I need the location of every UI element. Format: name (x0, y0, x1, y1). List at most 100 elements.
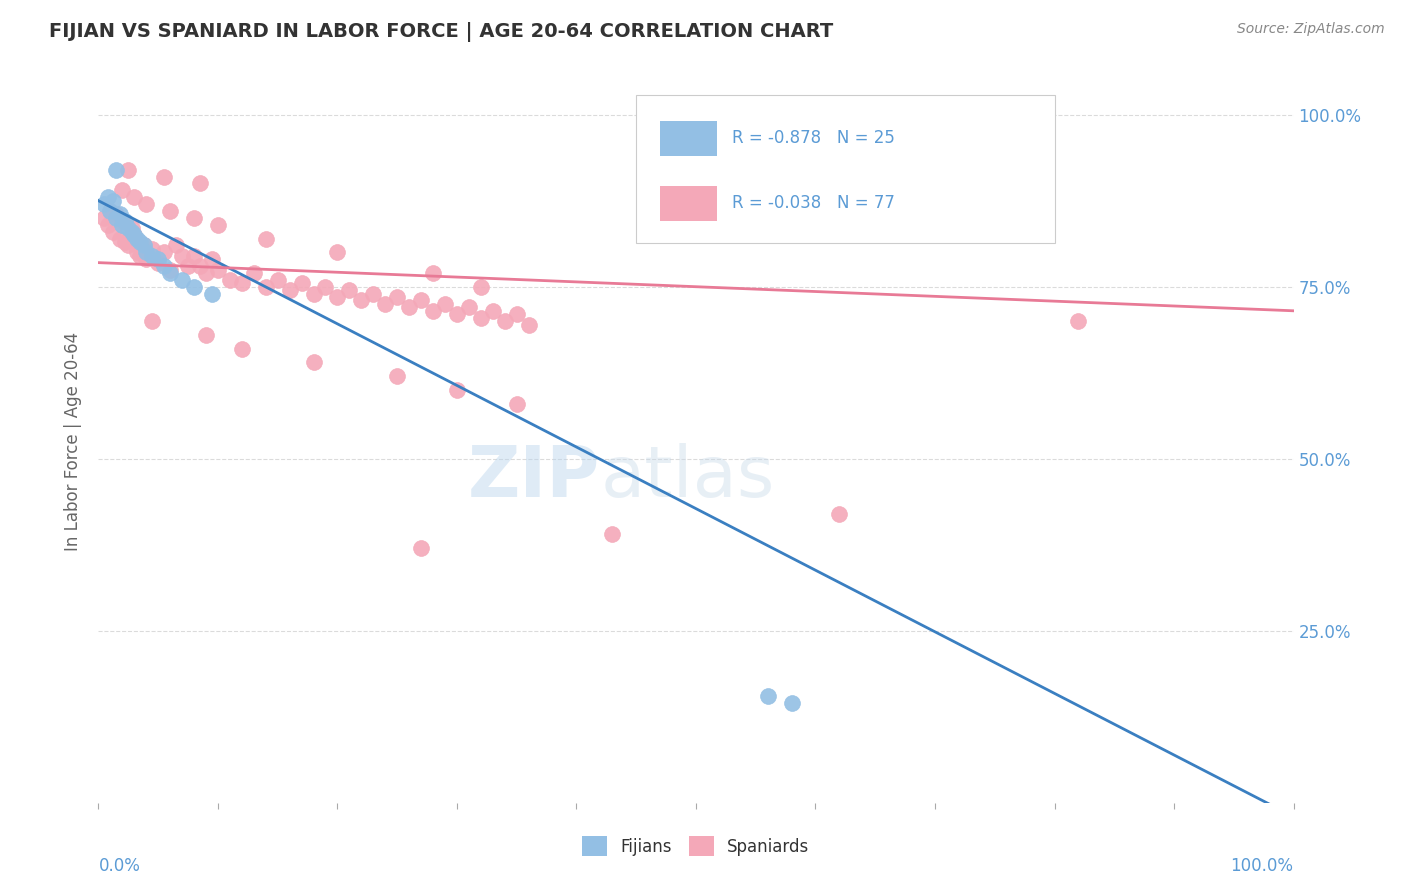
Point (195, 266, 218, 280)
Point (111, 214, 134, 228)
Point (828, 507, 851, 521)
Point (172, 249, 194, 263)
Point (98, 204, 122, 219)
Point (302, 286, 325, 301)
Point (183, 249, 205, 263)
Point (159, 204, 181, 219)
Point (422, 303, 444, 318)
Point (124, 228, 146, 243)
Point (517, 318, 540, 332)
Point (114, 235, 136, 249)
Point (108, 207, 131, 221)
Point (231, 277, 253, 291)
Point (97, 190, 120, 204)
Point (121, 221, 143, 235)
Point (188, 177, 211, 191)
Point (315, 279, 337, 293)
Point (350, 293, 373, 308)
Point (302, 355, 325, 369)
Point (153, 245, 176, 260)
Point (1067, 314, 1090, 328)
Point (101, 194, 124, 208)
Point (98, 204, 122, 219)
Point (153, 259, 176, 273)
Point (159, 262, 181, 277)
Text: Source: ZipAtlas.com: Source: ZipAtlas.com (1237, 22, 1385, 37)
Point (756, 689, 779, 703)
Point (117, 162, 139, 177)
Point (132, 238, 155, 252)
Point (183, 279, 205, 293)
Point (125, 245, 148, 260)
Point (602, 527, 624, 541)
Point (267, 273, 290, 287)
Point (219, 273, 242, 287)
Point (243, 266, 266, 280)
Point (183, 211, 205, 225)
Point (105, 211, 128, 225)
Point (93, 197, 115, 211)
Text: 100.0%: 100.0% (1230, 857, 1294, 875)
Point (780, 696, 803, 710)
Point (385, 369, 409, 384)
Point (148, 252, 170, 267)
Point (135, 252, 157, 267)
Text: FIJIAN VS SPANIARD IN LABOR FORCE | AGE 20-64 CORRELATION CHART: FIJIAN VS SPANIARD IN LABOR FORCE | AGE … (49, 22, 834, 42)
Point (117, 238, 139, 252)
Point (105, 207, 128, 221)
Point (114, 214, 136, 228)
Point (124, 190, 146, 204)
Point (506, 397, 529, 411)
Point (278, 283, 301, 297)
Point (506, 307, 529, 321)
Point (159, 266, 181, 280)
Point (470, 310, 492, 325)
Bar (661, 121, 717, 156)
Point (434, 297, 457, 311)
Point (326, 290, 349, 304)
Point (207, 218, 229, 232)
Point (411, 293, 433, 308)
Point (132, 238, 155, 252)
Point (446, 307, 468, 321)
Point (121, 225, 143, 239)
Bar (661, 186, 717, 221)
Point (105, 162, 128, 177)
Point (177, 259, 200, 273)
Text: 0.0%: 0.0% (98, 857, 141, 875)
Point (470, 279, 492, 293)
Point (411, 541, 433, 556)
Point (148, 255, 170, 269)
Point (326, 245, 349, 260)
Point (165, 238, 187, 252)
Point (129, 235, 152, 249)
Point (201, 252, 224, 267)
Legend: Fijians, Spaniards: Fijians, Spaniards (576, 830, 815, 863)
Point (195, 327, 218, 342)
Y-axis label: In Labor Force | Age 20-64: In Labor Force | Age 20-64 (65, 332, 83, 551)
Point (111, 218, 134, 232)
Point (188, 259, 211, 273)
Text: ZIP: ZIP (468, 443, 600, 512)
Point (135, 197, 157, 211)
Point (385, 290, 409, 304)
Point (291, 277, 314, 291)
Point (201, 286, 224, 301)
Point (254, 279, 277, 293)
Point (101, 225, 124, 239)
Point (422, 266, 444, 280)
Point (207, 262, 229, 277)
Point (339, 283, 361, 297)
Point (446, 383, 468, 397)
Text: R = -0.878   N = 25: R = -0.878 N = 25 (733, 129, 894, 147)
Point (135, 245, 157, 260)
Point (93, 211, 115, 225)
Point (111, 183, 134, 197)
Point (374, 297, 396, 311)
Point (363, 286, 385, 301)
Point (254, 231, 277, 245)
Point (458, 301, 481, 315)
Point (141, 314, 163, 328)
Point (398, 301, 420, 315)
Point (231, 342, 253, 356)
